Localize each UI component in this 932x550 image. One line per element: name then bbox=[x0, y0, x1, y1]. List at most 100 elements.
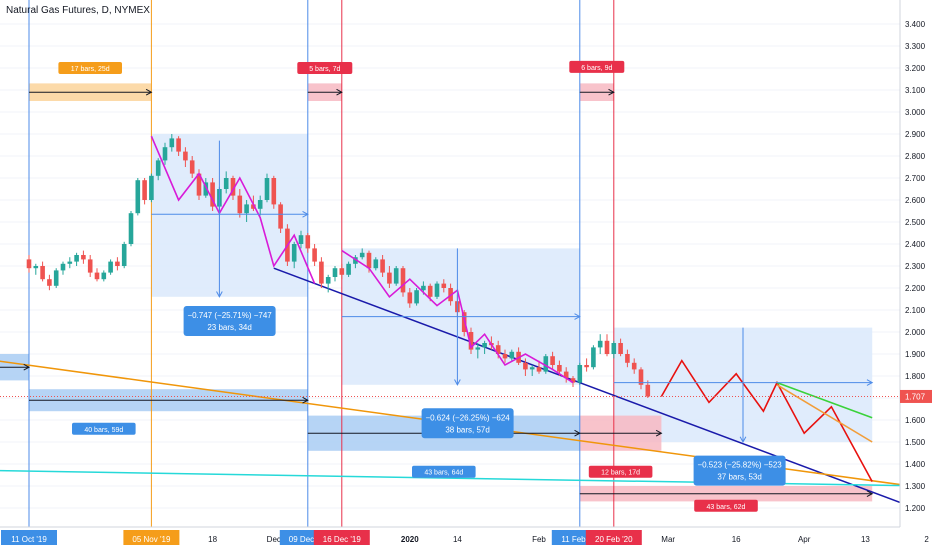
price-axis-tick-label: 2.800 bbox=[905, 152, 926, 161]
measure-info-box bbox=[693, 455, 786, 486]
candle-body bbox=[230, 178, 236, 196]
candle-body bbox=[291, 244, 297, 262]
price-axis-tick-label: 2.000 bbox=[905, 328, 926, 337]
price-axis-bg bbox=[900, 0, 932, 550]
measure-info-box bbox=[183, 306, 276, 336]
trendline-down-dark bbox=[273, 267, 900, 504]
candle-body bbox=[346, 263, 351, 275]
candle-body bbox=[237, 195, 243, 214]
candle-body bbox=[203, 182, 209, 196]
price-axis-tick-label: 2.400 bbox=[905, 240, 926, 249]
candle-body bbox=[468, 332, 474, 350]
candle-body bbox=[359, 252, 365, 258]
candle-body bbox=[60, 263, 66, 271]
price-axis-tick-label: 3.000 bbox=[905, 108, 926, 117]
time-axis-marker-label: 16 Dec '19 bbox=[323, 535, 362, 544]
candle-body bbox=[169, 138, 175, 148]
candle-body bbox=[563, 371, 569, 379]
price-axis-tick-label: 1.800 bbox=[905, 372, 926, 381]
candle-body bbox=[312, 248, 317, 262]
measure-info-text: 37 bars, 53d bbox=[717, 473, 761, 482]
measure-arrow-head bbox=[739, 436, 747, 444]
candle-body bbox=[414, 290, 419, 304]
time-axis-tick-label: Apr bbox=[798, 535, 811, 544]
candle-body bbox=[81, 255, 86, 260]
candle-body bbox=[597, 340, 603, 348]
time-axis-marker bbox=[585, 530, 642, 545]
candle-body bbox=[183, 151, 188, 161]
candle-body bbox=[570, 378, 576, 383]
candle-body bbox=[543, 356, 549, 372]
candle-body bbox=[223, 178, 229, 189]
measure-label-bg bbox=[569, 60, 625, 73]
price-axis-tick-label: 2.300 bbox=[905, 262, 926, 271]
candle-body bbox=[33, 266, 39, 269]
candle-body bbox=[577, 365, 583, 383]
candle-body bbox=[604, 340, 610, 354]
plot-area: 17 bars, 25d 5 bars, 7d 6 bars, 9d 40 bars,… bbox=[0, 0, 900, 527]
measure-arrow-head bbox=[302, 396, 309, 404]
time-axis-tick-label: 2 bbox=[924, 535, 929, 544]
time-axis-tick-label: Mar bbox=[661, 535, 675, 544]
candle-body bbox=[421, 285, 426, 291]
candle-body bbox=[251, 204, 256, 209]
candle-body bbox=[373, 259, 379, 269]
candle-body bbox=[278, 204, 283, 229]
candle-body bbox=[210, 182, 215, 207]
measure-info-text: 23 bars, 34d bbox=[207, 323, 251, 332]
time-axis-tick-label: 13 bbox=[861, 535, 870, 544]
projection-path bbox=[660, 359, 873, 482]
projection-path bbox=[776, 381, 873, 419]
candle-body bbox=[135, 180, 141, 214]
time-axis-marker bbox=[123, 530, 180, 545]
candle-body bbox=[74, 255, 79, 262]
measure-label: 43 bars, 64d bbox=[424, 470, 463, 477]
measure-arrow-head bbox=[336, 88, 343, 96]
candle-body bbox=[244, 204, 249, 214]
measure-arrow-head bbox=[866, 379, 874, 386]
pattern-zigzag-line bbox=[150, 135, 316, 284]
candle-body bbox=[393, 268, 399, 284]
candle-body bbox=[196, 173, 202, 196]
time-axis-tick-label: Feb bbox=[532, 535, 546, 544]
candle-body bbox=[400, 268, 406, 293]
last-price-tag bbox=[900, 389, 932, 403]
last-price-label: 1.707 bbox=[905, 392, 926, 401]
candle-body bbox=[67, 261, 73, 264]
candle-body bbox=[591, 347, 596, 368]
price-axis-tick-label: 1.600 bbox=[905, 416, 926, 425]
measure-arrow-head bbox=[608, 88, 615, 96]
candle-body bbox=[529, 367, 535, 370]
measure-label: 6 bars, 9d bbox=[581, 65, 612, 72]
candle-body bbox=[441, 283, 447, 288]
candle-body bbox=[176, 138, 181, 152]
candle-body bbox=[495, 345, 501, 354]
measure-info-text: −0.747 (−25.71%) −747 bbox=[187, 311, 272, 320]
time-axis-marker-label: 11 Oct '19 bbox=[11, 535, 47, 544]
candle-body bbox=[434, 283, 440, 297]
candle-body bbox=[550, 356, 555, 365]
candle-body bbox=[380, 259, 385, 273]
candle-body bbox=[101, 272, 107, 280]
price-axis-tick-label: 2.600 bbox=[905, 196, 926, 205]
candle-body bbox=[339, 268, 345, 275]
measure-label-bg bbox=[412, 465, 476, 478]
candle-body bbox=[523, 362, 528, 370]
candle-body bbox=[257, 200, 263, 209]
projection-path bbox=[776, 384, 873, 443]
candle-body bbox=[40, 266, 45, 280]
candle-body bbox=[94, 272, 100, 280]
measure-arrow-head bbox=[216, 291, 223, 298]
measure-label-bg bbox=[694, 499, 758, 512]
candle-body bbox=[638, 369, 644, 385]
candle-body bbox=[332, 268, 338, 277]
measure-arrow-head bbox=[23, 363, 31, 371]
price-axis-tick-label: 1.900 bbox=[905, 350, 926, 359]
measure-arrow-head bbox=[145, 88, 153, 96]
measure-label: 5 bars, 7d bbox=[309, 66, 340, 73]
candle-body bbox=[121, 244, 127, 266]
candle-body bbox=[26, 259, 32, 269]
measure-info-text: −0.624 (−26.25%) −624 bbox=[425, 413, 510, 422]
price-axis-tick-label: 3.400 bbox=[905, 20, 926, 29]
